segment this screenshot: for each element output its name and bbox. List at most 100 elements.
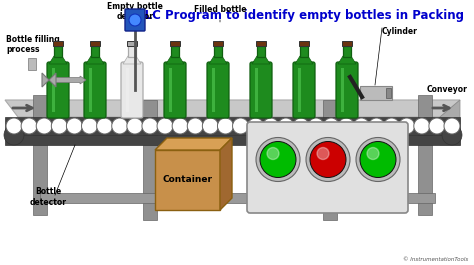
Circle shape <box>202 118 219 134</box>
Bar <box>257 46 265 57</box>
Bar <box>214 46 222 57</box>
Bar <box>213 41 223 46</box>
FancyBboxPatch shape <box>247 122 408 213</box>
Polygon shape <box>5 117 460 135</box>
Circle shape <box>360 142 396 178</box>
Polygon shape <box>295 56 313 64</box>
Text: Container: Container <box>163 175 212 184</box>
Circle shape <box>354 118 369 134</box>
Text: Bottle
detector: Bottle detector <box>29 187 66 207</box>
Bar <box>52 68 55 112</box>
Bar <box>54 46 62 57</box>
Polygon shape <box>338 56 356 64</box>
FancyBboxPatch shape <box>336 62 358 118</box>
Text: Conveyor: Conveyor <box>427 86 468 95</box>
Bar <box>323 100 337 220</box>
Bar <box>343 46 351 57</box>
Polygon shape <box>49 56 67 64</box>
Bar <box>299 41 309 46</box>
Circle shape <box>367 148 379 160</box>
Circle shape <box>187 118 203 134</box>
Bar <box>89 68 92 112</box>
Bar <box>418 95 432 215</box>
Polygon shape <box>155 138 232 150</box>
Circle shape <box>142 118 158 134</box>
Circle shape <box>338 118 354 134</box>
Circle shape <box>444 118 460 134</box>
Text: STOP: STOP <box>318 184 338 191</box>
Circle shape <box>383 118 400 134</box>
Bar <box>28 58 36 70</box>
Circle shape <box>66 118 82 134</box>
Polygon shape <box>5 100 460 117</box>
Bar <box>212 68 215 112</box>
Bar <box>91 46 99 57</box>
Bar <box>33 95 47 215</box>
Circle shape <box>256 138 300 182</box>
Circle shape <box>97 118 113 134</box>
Text: Cylinder: Cylinder <box>382 27 418 36</box>
Circle shape <box>399 118 415 134</box>
Circle shape <box>278 118 294 134</box>
Circle shape <box>323 118 339 134</box>
FancyBboxPatch shape <box>164 62 186 118</box>
Circle shape <box>293 118 309 134</box>
Circle shape <box>310 142 346 178</box>
Circle shape <box>442 125 462 145</box>
Polygon shape <box>220 138 232 210</box>
Bar <box>170 41 180 46</box>
Circle shape <box>317 148 329 160</box>
Circle shape <box>157 118 173 134</box>
Bar <box>386 88 391 98</box>
FancyBboxPatch shape <box>84 62 106 118</box>
FancyBboxPatch shape <box>250 62 272 118</box>
Bar <box>298 68 301 112</box>
FancyArrow shape <box>52 76 86 84</box>
Circle shape <box>260 142 296 178</box>
Circle shape <box>112 118 128 134</box>
Bar <box>360 86 392 100</box>
Polygon shape <box>123 56 141 64</box>
FancyBboxPatch shape <box>121 62 143 118</box>
Bar <box>128 46 136 57</box>
FancyBboxPatch shape <box>207 62 229 118</box>
Circle shape <box>172 118 188 134</box>
Circle shape <box>267 148 279 160</box>
Polygon shape <box>42 73 56 87</box>
Bar <box>300 46 308 57</box>
Bar <box>341 68 344 112</box>
Text: START: START <box>265 184 291 191</box>
Circle shape <box>263 118 279 134</box>
Polygon shape <box>252 56 270 64</box>
Circle shape <box>6 118 22 134</box>
Bar <box>126 68 129 112</box>
Bar <box>171 46 179 57</box>
Text: Control panel: Control panel <box>295 129 360 138</box>
Bar <box>127 41 137 46</box>
Text: PLC Program to identify empty bottles in Packing: PLC Program to identify empty bottles in… <box>136 9 464 22</box>
Polygon shape <box>209 56 227 64</box>
FancyBboxPatch shape <box>293 62 315 118</box>
Bar <box>169 68 172 112</box>
Text: © InstrumentationTools: © InstrumentationTools <box>403 257 468 262</box>
Bar <box>53 41 63 46</box>
Text: Empty bottle
detector: Empty bottle detector <box>107 2 163 21</box>
Bar <box>256 41 266 46</box>
Bar <box>143 100 157 220</box>
Circle shape <box>247 118 264 134</box>
Circle shape <box>82 118 98 134</box>
Circle shape <box>21 118 37 134</box>
Circle shape <box>429 118 445 134</box>
Bar <box>155 150 220 210</box>
Bar <box>40 193 435 203</box>
Circle shape <box>51 118 67 134</box>
Circle shape <box>414 118 430 134</box>
Polygon shape <box>166 56 184 64</box>
Bar <box>90 41 100 46</box>
Circle shape <box>36 118 52 134</box>
Circle shape <box>308 118 324 134</box>
FancyBboxPatch shape <box>47 62 69 118</box>
Polygon shape <box>440 100 460 145</box>
FancyBboxPatch shape <box>125 9 145 31</box>
Polygon shape <box>5 135 460 145</box>
